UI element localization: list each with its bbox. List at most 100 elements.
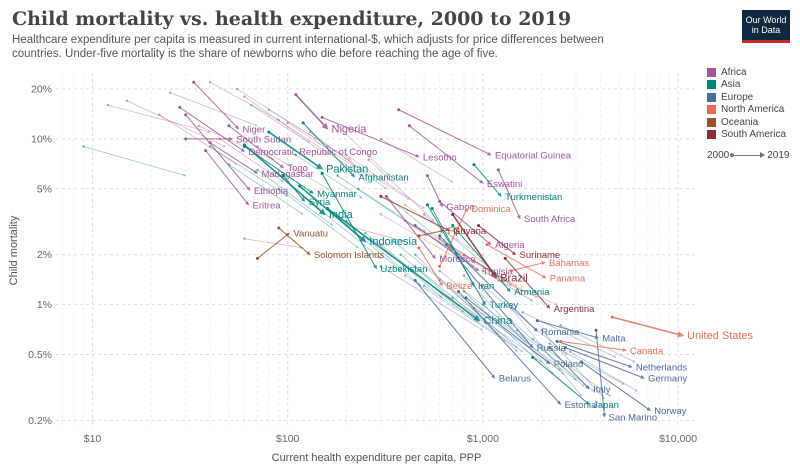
- legend-item-africa[interactable]: Africa: [707, 66, 786, 79]
- series-line: [452, 225, 511, 292]
- trajectory-line: [209, 81, 280, 121]
- series-start-point: [298, 184, 302, 188]
- trajectory-line: [209, 146, 289, 197]
- series-line: [257, 232, 290, 259]
- start-point: [531, 337, 534, 341]
- trajectory-line: [380, 266, 484, 331]
- series-line: [205, 150, 249, 206]
- y-tick-label: 0.5%: [28, 349, 52, 361]
- series-label: Uzbekistan: [380, 264, 427, 275]
- trajectory-line: [170, 92, 258, 127]
- series-line: [268, 131, 323, 170]
- series-label: China: [483, 315, 513, 327]
- trajectory-line: [346, 154, 425, 209]
- start-point: [540, 329, 543, 332]
- start-point: [158, 113, 161, 116]
- series-start-point: [503, 256, 507, 260]
- series-line: [385, 196, 436, 259]
- x-tick-label: $10: [84, 433, 102, 445]
- start-point: [568, 350, 572, 353]
- y-tick-label: 2%: [37, 249, 52, 261]
- series-line: [327, 207, 481, 322]
- start-point: [249, 103, 253, 107]
- legend-item-south-america[interactable]: South America: [707, 129, 786, 142]
- series-line: [243, 144, 326, 216]
- trajectory-line: [337, 125, 390, 177]
- series-line: [414, 280, 496, 379]
- series-line: [185, 114, 251, 191]
- series-label: Fiji: [448, 226, 460, 237]
- series-start-point: [255, 256, 259, 260]
- start-point: [462, 290, 466, 293]
- series-label: Romania: [541, 327, 580, 338]
- series-start-point: [438, 199, 442, 203]
- series-line: [612, 316, 685, 338]
- y-tick-label: 5%: [37, 183, 52, 195]
- trajectory-line: [278, 188, 359, 249]
- trajectory-line: [482, 285, 568, 355]
- trajectory-line: [452, 297, 543, 363]
- start-point: [422, 284, 426, 287]
- legend-label: Europe: [721, 91, 754, 103]
- series-line: [473, 164, 502, 197]
- trajectory-line: [414, 266, 499, 335]
- series-start-point: [425, 174, 429, 178]
- start-point: [559, 324, 562, 327]
- series-line: [504, 258, 551, 309]
- series-line: [439, 235, 538, 332]
- trajectory-line: [327, 146, 410, 200]
- start-point: [462, 274, 466, 277]
- owid-logo[interactable]: Our World in Data: [742, 10, 790, 43]
- series-line: [193, 81, 240, 130]
- series-line: [497, 169, 521, 220]
- legend-item-europe[interactable]: Europe: [707, 91, 786, 104]
- start-point: [82, 145, 85, 148]
- series-start-point: [438, 264, 442, 268]
- series-label: Poland: [554, 359, 584, 370]
- series-label: Ethiopia: [254, 186, 289, 197]
- trajectory-line: [405, 275, 506, 342]
- time-arrow-icon: [730, 152, 766, 158]
- trajectory-line: [482, 304, 565, 375]
- series-label: Eritrea: [253, 200, 282, 211]
- series-label: Panama: [550, 273, 586, 284]
- series-start-point: [192, 80, 196, 84]
- legend-item-north-america[interactable]: North America: [707, 104, 786, 117]
- trajectory-line: [244, 238, 304, 249]
- series-line: [439, 200, 492, 246]
- legend-item-asia[interactable]: Asia: [707, 79, 786, 92]
- start-point: [497, 279, 500, 282]
- series-start-point: [425, 203, 429, 207]
- trajectory-line: [549, 343, 625, 385]
- trajectory-line: [368, 159, 435, 222]
- series-start-point: [413, 224, 417, 228]
- trajectory-line: [257, 146, 338, 196]
- start-point: [357, 187, 360, 191]
- trajectory-line: [309, 131, 387, 190]
- start-point: [399, 253, 403, 256]
- legend-item-oceania[interactable]: Oceania: [707, 116, 786, 129]
- series-label: Dominica: [471, 204, 511, 215]
- series-start-point: [451, 224, 455, 228]
- series-line: [532, 357, 590, 405]
- series-start-point: [184, 113, 188, 117]
- start-point: [379, 137, 383, 141]
- series-start-point: [267, 130, 271, 134]
- start-point: [414, 265, 417, 268]
- start-point: [326, 145, 329, 148]
- series-label: Algeria: [495, 240, 525, 251]
- series-start-point: [178, 105, 182, 109]
- trajectory-line: [532, 338, 611, 397]
- start-point: [481, 269, 485, 272]
- series-start-point: [227, 124, 231, 128]
- trajectory-line: [380, 214, 465, 263]
- y-tick-label: 0.2%: [28, 415, 52, 427]
- legend-label: Africa: [721, 66, 747, 78]
- series-start-point: [281, 174, 285, 178]
- series-label: Togo: [287, 163, 308, 174]
- series-line: [537, 320, 599, 339]
- start-point: [438, 237, 441, 240]
- time-start: 2000: [707, 150, 730, 161]
- series-label: Bahamas: [549, 258, 589, 269]
- trajectory-line: [423, 214, 512, 287]
